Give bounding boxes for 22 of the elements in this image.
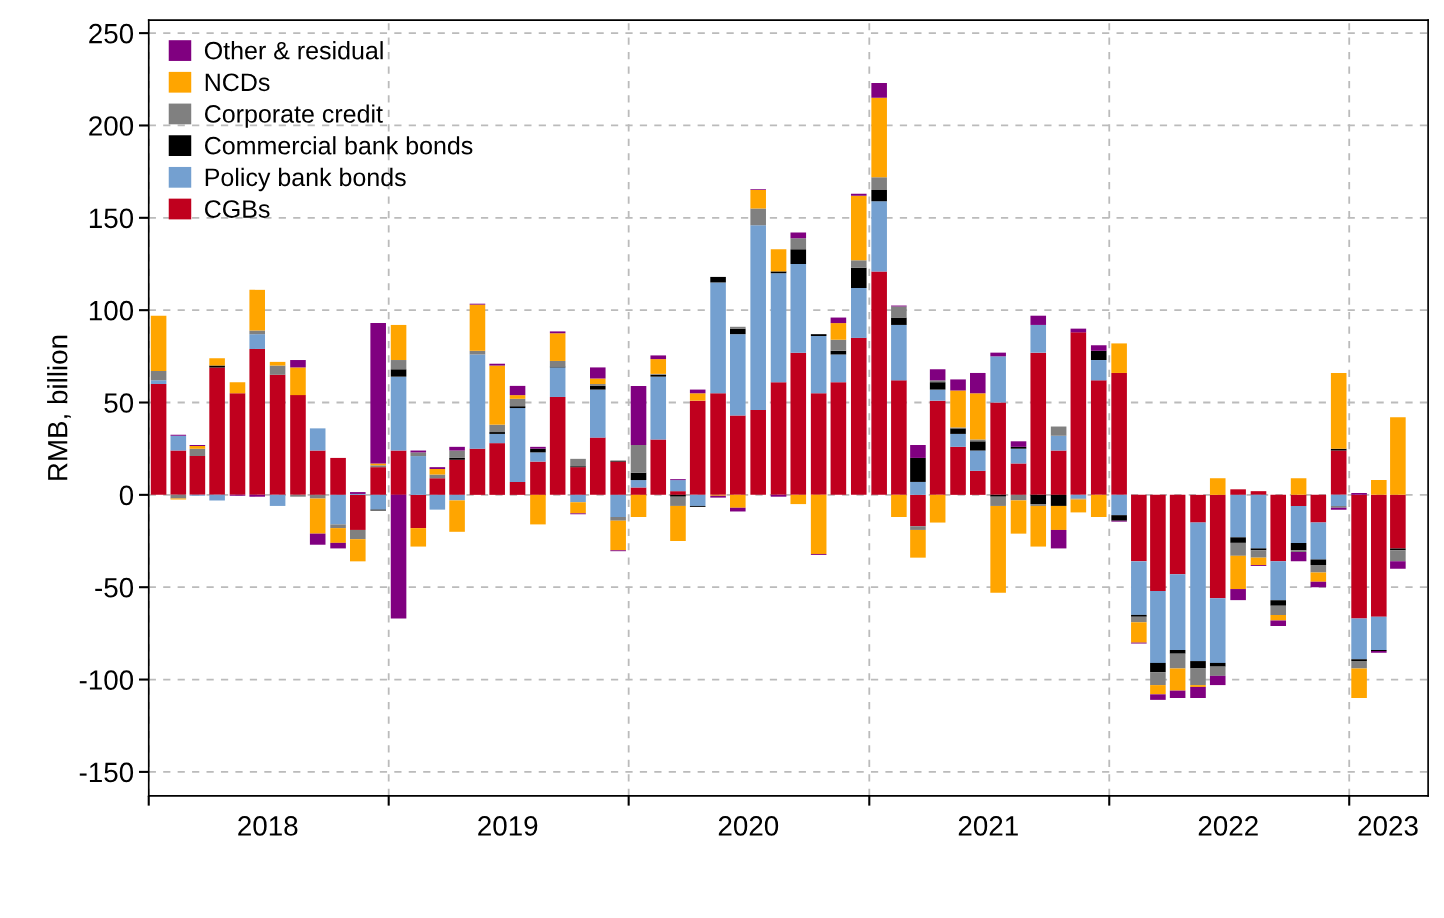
x-tick-label: 2023 bbox=[1358, 816, 1418, 836]
y-tick-label: -150 bbox=[79, 762, 134, 783]
y-tick-label: 250 bbox=[89, 23, 134, 44]
x-tick-label: 2019 bbox=[478, 816, 538, 836]
y-tick-label: -50 bbox=[95, 577, 134, 598]
y-tick-label: 0 bbox=[119, 485, 134, 506]
legend-label: Other & residual bbox=[204, 41, 383, 60]
x-tick-label: 2018 bbox=[238, 816, 298, 836]
y-axis-title: RMB, billion bbox=[47, 335, 71, 480]
y-tick-label: -100 bbox=[79, 670, 134, 690]
x-tick-label: 2021 bbox=[958, 816, 1018, 836]
y-tick-label: 200 bbox=[89, 116, 134, 136]
x-tick-label: 2022 bbox=[1198, 816, 1258, 836]
legend-label: Corporate credit bbox=[205, 104, 383, 128]
y-tick-label: 100 bbox=[89, 300, 134, 321]
legend-label: Commercial bank bonds bbox=[205, 136, 473, 155]
legend-label: NCDs bbox=[205, 73, 270, 92]
legend-label: CGBs bbox=[205, 200, 270, 218]
y-tick-label: 150 bbox=[89, 208, 134, 229]
y-tick-label: 50 bbox=[104, 393, 134, 413]
x-tick-label: 2020 bbox=[718, 816, 779, 836]
legend-label: Policy bank bonds bbox=[205, 167, 406, 192]
